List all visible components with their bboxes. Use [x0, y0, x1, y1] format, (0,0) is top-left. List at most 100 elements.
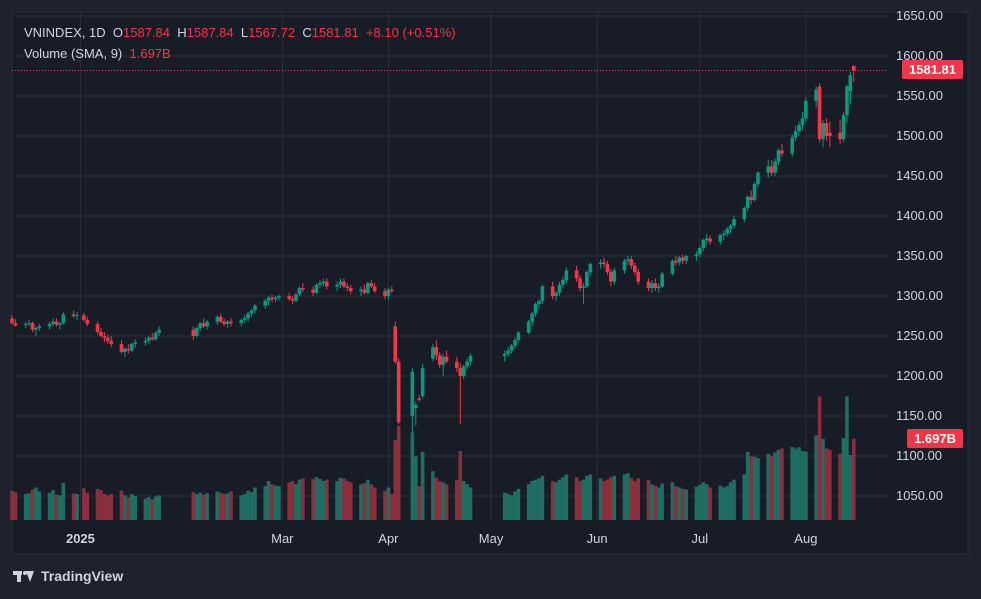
candle-body[interactable]: [756, 172, 760, 184]
candle-body[interactable]: [325, 281, 329, 287]
candle-body[interactable]: [47, 324, 52, 327]
candle-body[interactable]: [54, 321, 59, 325]
candle-body[interactable]: [129, 344, 134, 351]
candle-body[interactable]: [502, 353, 507, 356]
candle-body[interactable]: [461, 366, 466, 376]
candle-body[interactable]: [660, 273, 664, 287]
candle-body[interactable]: [37, 326, 42, 328]
candle-body[interactable]: [821, 123, 825, 140]
tradingview-branding[interactable]: TradingView: [13, 568, 123, 584]
candle-body[interactable]: [229, 321, 233, 324]
candle-body[interactable]: [58, 323, 62, 325]
candle-body[interactable]: [133, 342, 137, 344]
candle-body[interactable]: [602, 262, 606, 264]
candle-body[interactable]: [338, 281, 343, 285]
candle-body[interactable]: [540, 286, 545, 301]
candle-body[interactable]: [612, 270, 617, 282]
candle-body[interactable]: [147, 337, 151, 341]
candle-body[interactable]: [239, 320, 244, 324]
candle-body[interactable]: [143, 340, 148, 343]
candle-body[interactable]: [30, 323, 35, 330]
candle-body[interactable]: [253, 305, 257, 311]
candle-body[interactable]: [383, 291, 387, 296]
candle-body[interactable]: [126, 348, 131, 351]
candle-body[interactable]: [372, 286, 377, 292]
candle-body[interactable]: [574, 270, 579, 279]
candle-body[interactable]: [732, 219, 736, 226]
candle-body[interactable]: [636, 272, 641, 282]
candle-body[interactable]: [218, 316, 223, 322]
time-axis[interactable]: 2025 Mar Apr May Jun Jul Aug: [66, 531, 817, 546]
candle-body[interactable]: [561, 280, 565, 285]
candle-body[interactable]: [626, 259, 630, 261]
candle-body[interactable]: [13, 323, 18, 326]
candle-body[interactable]: [841, 115, 846, 140]
candle-body[interactable]: [277, 296, 281, 298]
candle-body[interactable]: [75, 315, 79, 317]
candle-body[interactable]: [386, 289, 391, 296]
candle-body[interactable]: [297, 288, 302, 295]
candle-body[interactable]: [290, 299, 295, 301]
candle-body[interactable]: [225, 321, 230, 324]
candle-body[interactable]: [804, 100, 808, 119]
candle-body[interactable]: [793, 131, 798, 138]
candle-body[interactable]: [458, 368, 463, 376]
candle-body[interactable]: [670, 260, 675, 274]
candle-body[interactable]: [413, 404, 418, 408]
candle-body[interactable]: [342, 281, 346, 287]
candle-body[interactable]: [848, 75, 853, 92]
candle-body[interactable]: [530, 313, 534, 322]
candle-body[interactable]: [749, 196, 753, 200]
candle-body[interactable]: [150, 337, 155, 340]
candle-body[interactable]: [95, 324, 100, 332]
candle-body[interactable]: [393, 326, 398, 362]
candle-body[interactable]: [578, 278, 582, 288]
legend-symbol[interactable]: VNINDEX: [24, 25, 82, 40]
legend-interval[interactable]: 1D: [89, 25, 106, 40]
candle-body[interactable]: [153, 332, 158, 340]
candle-body[interactable]: [653, 283, 658, 288]
candle-body[interactable]: [345, 286, 350, 288]
candle-body[interactable]: [554, 292, 558, 296]
candle-body[interactable]: [242, 318, 247, 320]
candle-body[interactable]: [10, 318, 14, 324]
candle-body[interactable]: [838, 132, 842, 140]
candle-body[interactable]: [390, 289, 394, 292]
candle-body[interactable]: [656, 286, 661, 288]
candle-body[interactable]: [266, 297, 271, 301]
candle-body[interactable]: [51, 321, 55, 324]
candle-body[interactable]: [800, 118, 805, 125]
candle-body[interactable]: [550, 286, 555, 296]
candle-body[interactable]: [468, 356, 473, 362]
candle-body[interactable]: [263, 300, 268, 306]
volume-legend-label[interactable]: Volume (SMA, 9): [24, 46, 123, 61]
candle-body[interactable]: [851, 65, 856, 71]
candle-body[interactable]: [85, 320, 90, 324]
candle-body[interactable]: [441, 356, 445, 365]
candle-body[interactable]: [728, 225, 733, 229]
candle-body[interactable]: [420, 368, 425, 396]
candle-body[interactable]: [533, 304, 538, 314]
price-axis[interactable]: 1050.00 1100.00 1150.00 1200.00 1250.00 1300.…: [896, 8, 943, 503]
candle-body[interactable]: [588, 264, 593, 272]
candle-body[interactable]: [273, 297, 278, 300]
candle-body[interactable]: [287, 296, 291, 300]
candle-body[interactable]: [769, 166, 774, 173]
candle-body[interactable]: [335, 284, 339, 287]
candle-body[interactable]: [205, 321, 209, 327]
candle-body[interactable]: [106, 337, 110, 341]
candle-body[interactable]: [704, 238, 709, 240]
candle-body[interactable]: [790, 137, 794, 154]
candle-body[interactable]: [629, 259, 634, 266]
candle-body[interactable]: [776, 150, 781, 162]
candle-body[interactable]: [465, 361, 469, 367]
candle-body[interactable]: [314, 284, 319, 293]
candle-body[interactable]: [537, 300, 541, 304]
candle-body[interactable]: [34, 328, 38, 330]
candle-body[interactable]: [311, 289, 315, 293]
candle-body[interactable]: [123, 348, 127, 352]
candle-body[interactable]: [82, 315, 86, 320]
candle-body[interactable]: [697, 248, 702, 255]
candle-body[interactable]: [246, 313, 250, 319]
